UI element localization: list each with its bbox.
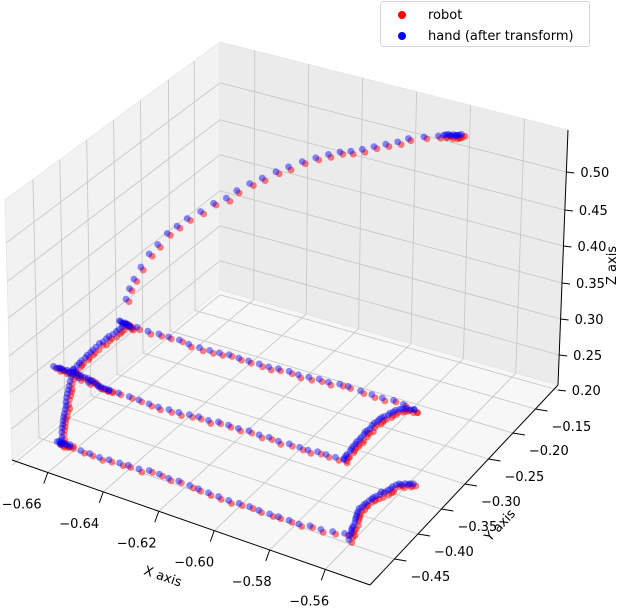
y-tick-label: −0.45 bbox=[410, 570, 450, 585]
x-tick-label: −0.60 bbox=[174, 556, 214, 571]
legend-item-robot: robot bbox=[381, 5, 462, 25]
y-tick-label: −0.25 bbox=[504, 470, 544, 485]
z-axis-label: Z axis bbox=[605, 246, 620, 285]
x-axis-line bbox=[11, 459, 371, 586]
x-tick-label: −0.62 bbox=[117, 536, 157, 551]
axes-panes bbox=[4, 41, 569, 586]
z-tick-label: 0.40 bbox=[577, 240, 606, 255]
y-tick-label: −0.35 bbox=[457, 520, 497, 535]
z-tick-label: 0.20 bbox=[572, 384, 601, 399]
legend-label-hand: hand (after transform) bbox=[428, 28, 574, 44]
x-tick-label: −0.56 bbox=[289, 594, 329, 609]
x-tick-label: −0.66 bbox=[2, 498, 42, 513]
z-tick-label: 0.45 bbox=[579, 204, 608, 219]
legend-marker-red-dot-icon bbox=[398, 11, 406, 19]
legend: robot hand (after transform) bbox=[380, 1, 590, 47]
y-tick-label: −0.20 bbox=[529, 444, 569, 459]
y-tick-label: −0.15 bbox=[551, 420, 591, 435]
y-axis-line bbox=[369, 384, 559, 586]
legend-item-hand: hand (after transform) bbox=[381, 26, 574, 46]
tick-labels: −0.66 −0.64 −0.62 −0.60 −0.58 −0.56 −0.15 −0.20… bbox=[2, 166, 610, 609]
gridlines bbox=[5, 50, 567, 570]
y-tick-label: −0.30 bbox=[481, 495, 521, 510]
legend-marker-blue-dot-icon bbox=[398, 32, 406, 40]
z-tick-label: 0.35 bbox=[576, 277, 605, 292]
z-tick-label: 0.30 bbox=[575, 313, 604, 328]
z-tick-label: 0.50 bbox=[580, 166, 609, 181]
axis-ticks bbox=[43, 171, 575, 581]
x-tick-label: −0.58 bbox=[232, 575, 272, 590]
legend-label-robot: robot bbox=[428, 7, 463, 23]
series-robot-points bbox=[52, 132, 469, 546]
x-tick-label: −0.64 bbox=[59, 517, 99, 532]
z-tick-label: 0.25 bbox=[573, 349, 602, 364]
y-tick-label: −0.40 bbox=[434, 545, 474, 560]
series-hand-points bbox=[50, 130, 465, 543]
